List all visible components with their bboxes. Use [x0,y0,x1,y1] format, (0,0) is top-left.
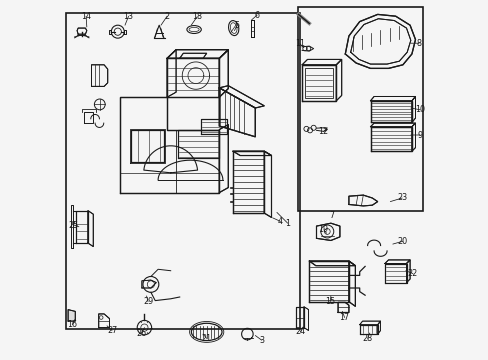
Text: 7: 7 [328,211,333,220]
Text: 3: 3 [259,336,264,345]
Text: 28: 28 [362,334,372,343]
Bar [305,68,332,98]
Text: 25: 25 [69,220,79,230]
Bar [66,13,299,329]
Bar [297,7,422,211]
Text: 29: 29 [142,297,153,306]
Text: 21: 21 [201,334,211,343]
Text: 15: 15 [325,297,335,306]
Polygon shape [250,20,254,37]
Text: 22: 22 [407,269,417,278]
Text: 9: 9 [417,130,422,139]
Text: 18: 18 [192,12,202,22]
Text: 1: 1 [285,219,289,228]
Text: 12: 12 [318,127,328,136]
Text: 2: 2 [164,12,169,21]
Text: 24: 24 [295,328,305,336]
Text: 6: 6 [254,10,259,19]
Text: 10: 10 [414,105,424,114]
Text: 27: 27 [107,326,117,335]
Text: 20: 20 [397,237,407,246]
Text: 19: 19 [318,225,328,234]
Text: 8: 8 [416,39,421,48]
Text: 11: 11 [294,40,305,49]
Polygon shape [68,310,75,321]
Text: 16: 16 [67,320,77,329]
Text: 23: 23 [396,194,407,202]
Text: 17: 17 [339,313,349,322]
Text: 4: 4 [278,217,283,226]
Text: 26: 26 [137,328,147,338]
Text: 13: 13 [123,12,133,21]
Text: 5: 5 [234,21,240,30]
Text: 14: 14 [81,12,91,21]
